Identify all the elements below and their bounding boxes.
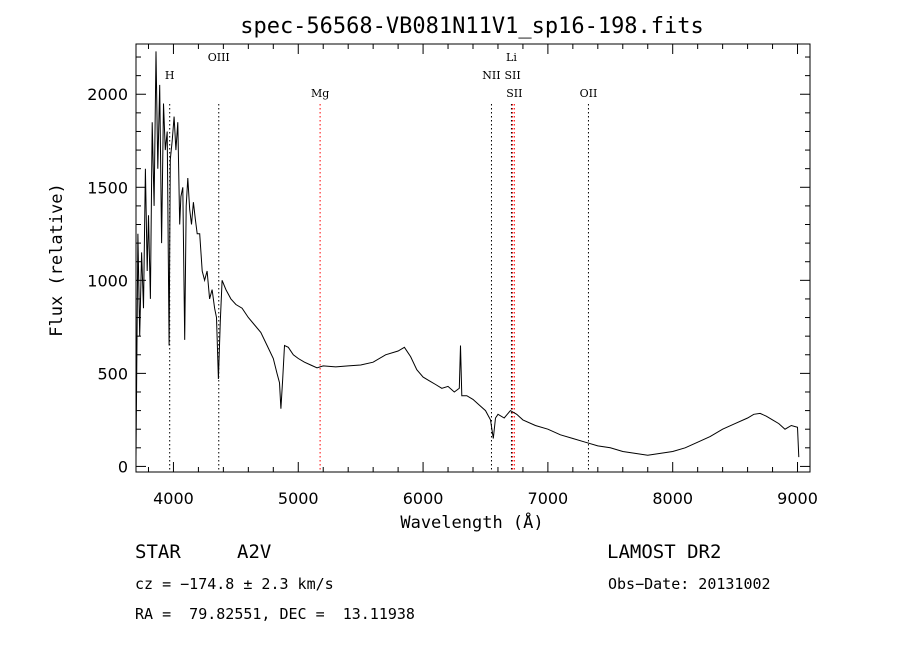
redshift-velocity: cz = −174.8 ± 2.3 km/s [135, 575, 334, 593]
axis-tick-labels: 4000 5000 6000 7000 8000 9000 0 500 1000 1500 2000 [87, 85, 818, 508]
y-tick-label: 2000 [87, 85, 128, 104]
spectral-line-label: H [165, 69, 175, 82]
x-tick-label: 5000 [278, 489, 319, 508]
object-type: STAR [135, 541, 181, 563]
object-subclass: A2V [237, 541, 272, 563]
spectrum-series-line [135, 51, 800, 458]
spectral-line-label: NII [482, 69, 500, 82]
spectral-line-label: SII [504, 69, 520, 82]
axis-ticks [136, 44, 810, 472]
x-tick-label: 4000 [153, 489, 194, 508]
x-tick-label: 9000 [777, 489, 818, 508]
y-tick-label: 1000 [87, 271, 128, 290]
observation-date: Obs−Date: 20131002 [608, 575, 771, 593]
survey-name: LAMOST DR2 [607, 541, 722, 563]
y-tick-label: 1500 [87, 178, 128, 197]
spectral-line-label: Mg [311, 87, 329, 100]
spectral-line-markers: H OIII Mg NII Li SII SII OII [165, 51, 597, 472]
y-tick-label: 0 [118, 457, 128, 476]
spectral-line-label: OII [580, 87, 598, 100]
x-tick-label: 7000 [528, 489, 569, 508]
y-tick-label: 500 [97, 364, 128, 383]
sky-coordinates: RA = 79.82551, DEC = 13.11938 [135, 605, 415, 623]
x-axis-label: Wavelength (Å) [400, 511, 543, 533]
spectral-line-label: SII [506, 87, 522, 100]
x-tick-label: 8000 [652, 489, 693, 508]
chart-title: spec-56568-VB081N11V1_sp16-198.fits [240, 14, 704, 39]
spectral-line-label: Li [506, 51, 517, 64]
x-tick-label: 6000 [403, 489, 444, 508]
y-axis-label: Flux (relative) [47, 183, 67, 337]
plot-frame [135, 43, 811, 473]
spectral-line-label: OIII [208, 51, 230, 64]
